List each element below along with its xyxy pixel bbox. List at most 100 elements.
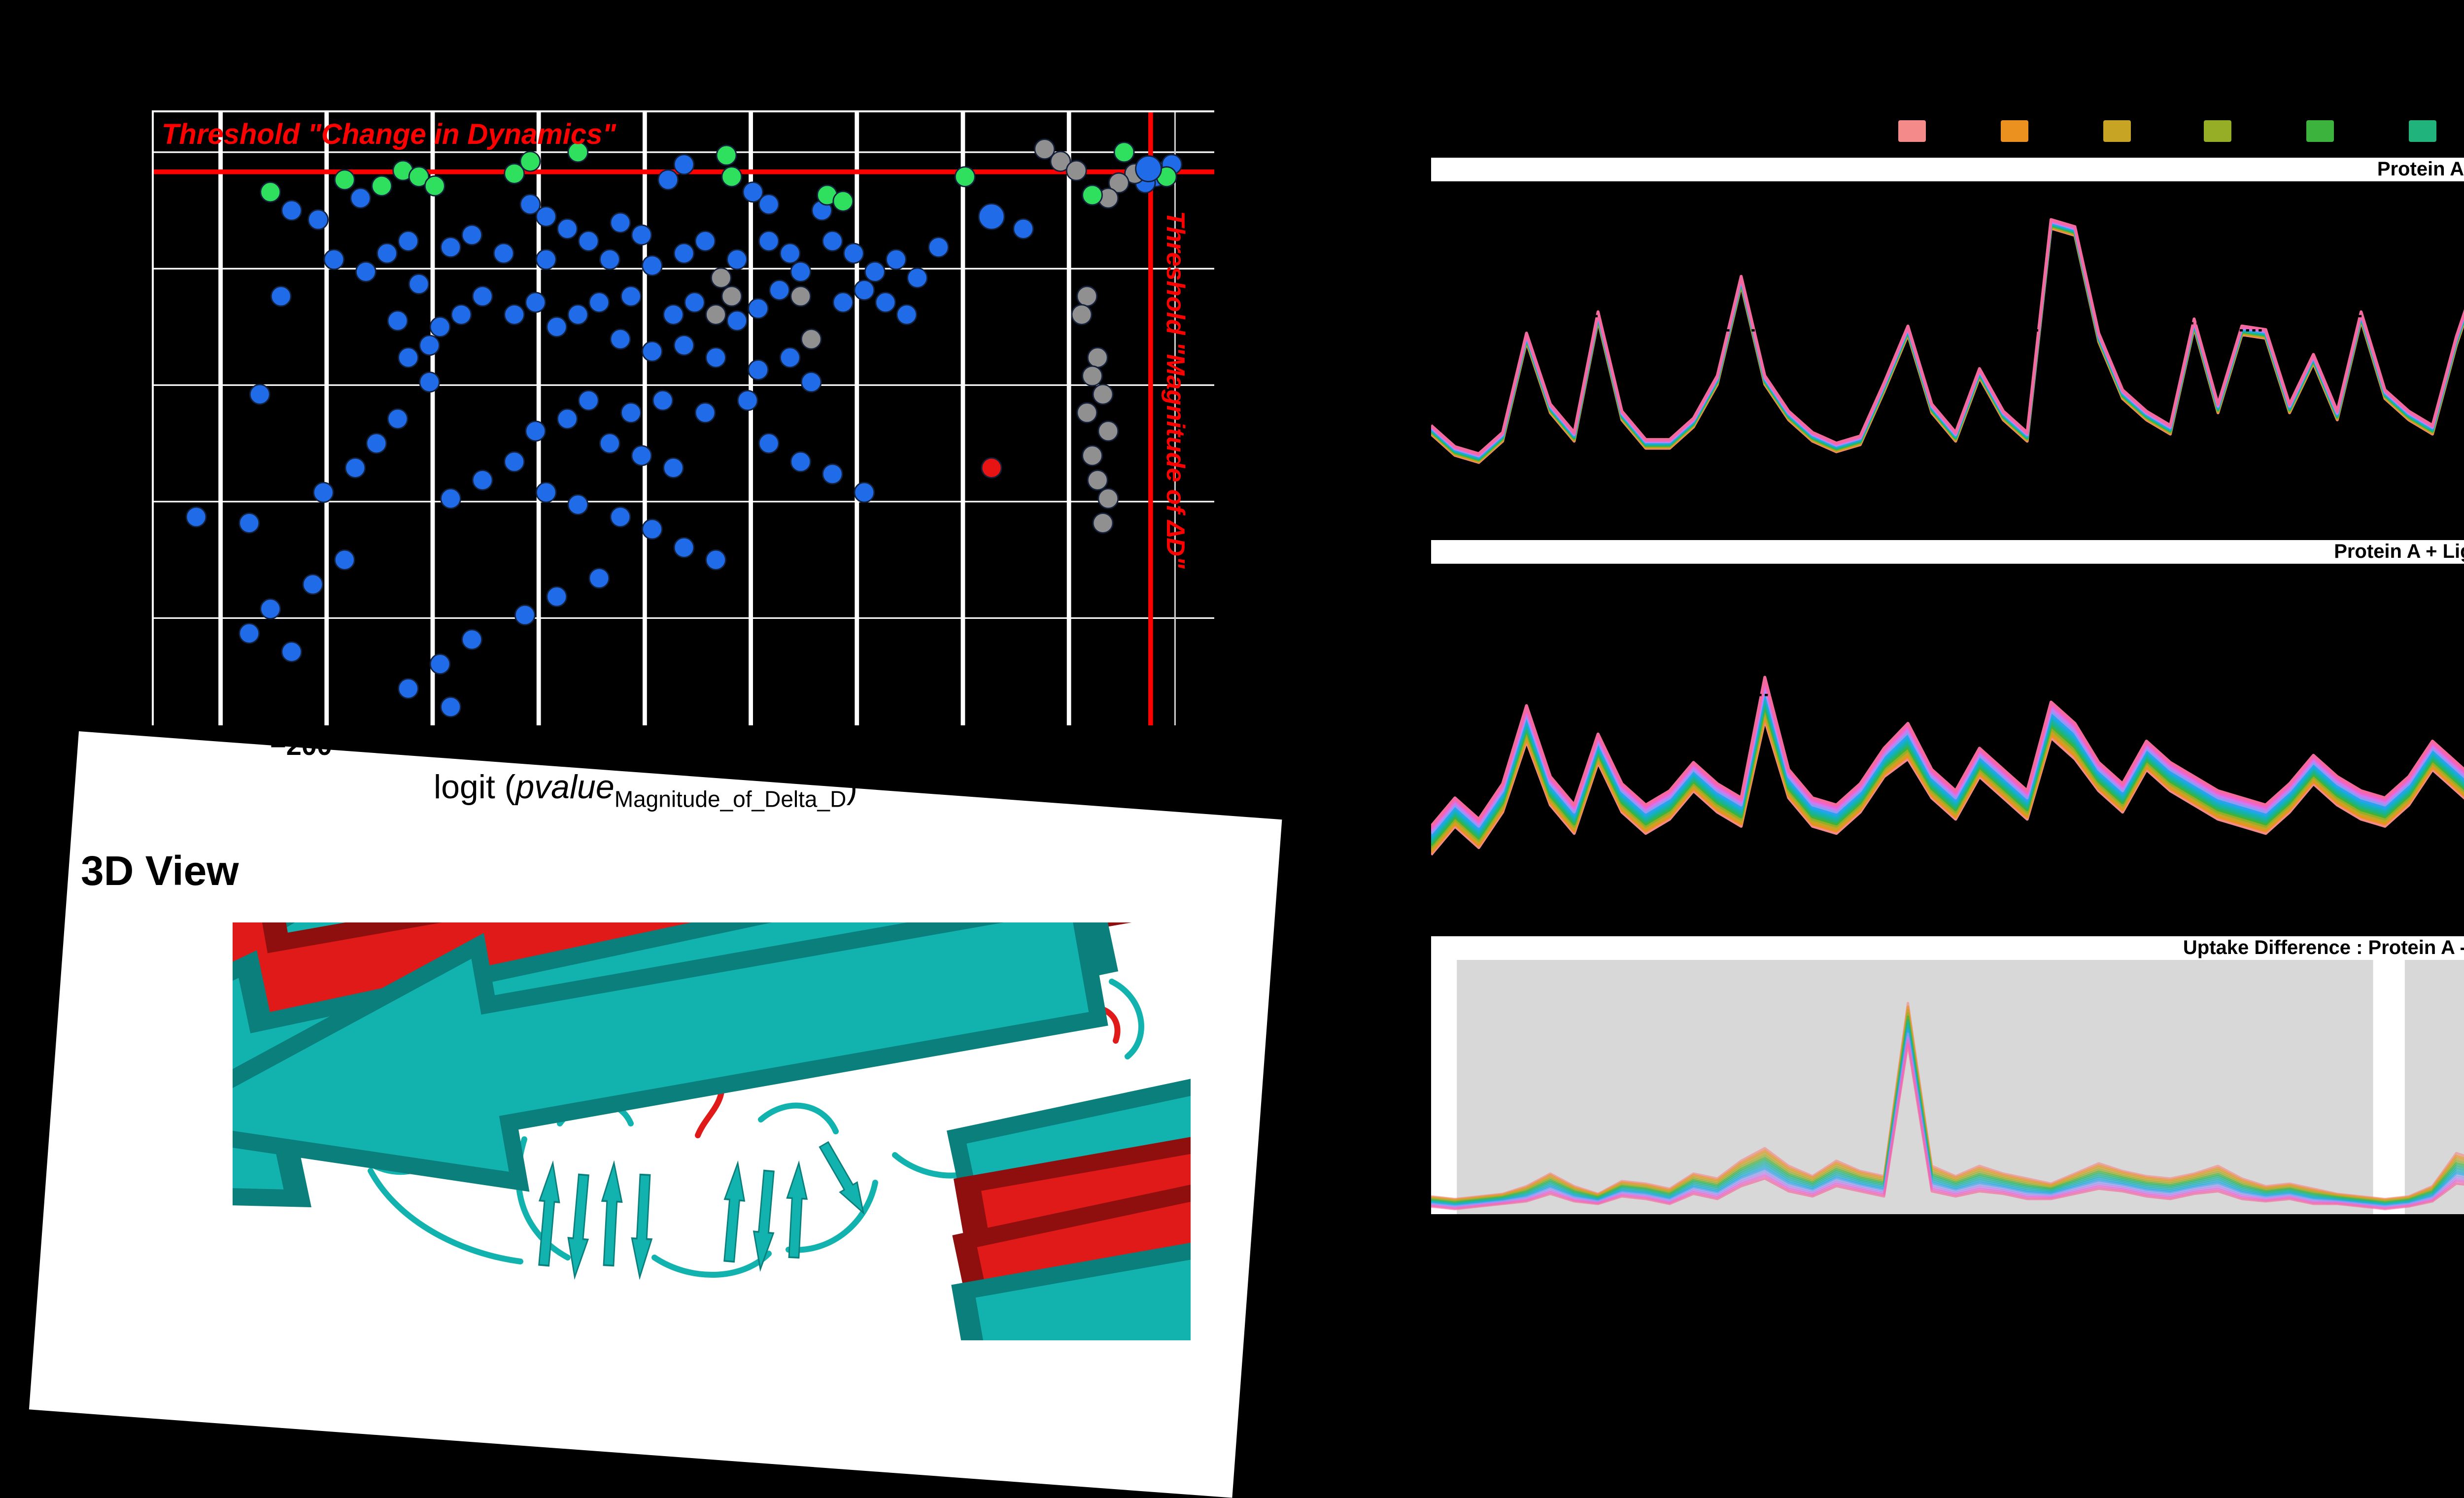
volcano-point[interactable]	[1087, 470, 1108, 491]
volcano-point[interactable]	[1034, 138, 1056, 160]
volcano-point[interactable]	[419, 335, 440, 356]
volcano-point[interactable]	[631, 224, 652, 246]
volcano-point[interactable]	[1108, 172, 1129, 194]
legend-swatch-timepoint-4[interactable]	[2204, 120, 2232, 142]
volcano-point[interactable]	[673, 242, 695, 264]
volcano-point[interactable]	[710, 267, 732, 289]
volcano-point[interactable]	[398, 347, 419, 369]
volcano-point[interactable]	[1097, 420, 1119, 442]
volcano-point[interactable]	[886, 249, 907, 270]
volcano-point[interactable]	[769, 279, 790, 301]
volcano-point[interactable]	[790, 451, 812, 473]
volcano-point[interactable]	[1076, 402, 1098, 423]
volcano-point[interactable]	[535, 206, 557, 227]
volcano-point[interactable]	[875, 292, 896, 313]
volcano-point[interactable]	[588, 568, 610, 589]
volcano-point[interactable]	[312, 481, 334, 503]
volcano-point[interactable]	[694, 402, 716, 423]
volcano-point[interactable]	[800, 328, 822, 350]
volcano-point[interactable]	[981, 457, 1002, 478]
volcano-point[interactable]	[790, 261, 812, 282]
volcano-point[interactable]	[1065, 160, 1087, 181]
volcano-point[interactable]	[684, 292, 705, 313]
volcano-point[interactable]	[832, 292, 854, 313]
volcano-point[interactable]	[546, 586, 568, 608]
volcano-point[interactable]	[429, 653, 451, 675]
volcano-point[interactable]	[535, 249, 557, 270]
uptake-series-line[interactable]	[1431, 1042, 2464, 1211]
volcano-point[interactable]	[1113, 141, 1135, 163]
volcano-point[interactable]	[270, 285, 292, 307]
volcano-point[interactable]	[408, 166, 430, 188]
volcano-point[interactable]	[519, 151, 541, 172]
volcano-point[interactable]	[854, 279, 875, 301]
volcano-point[interactable]	[450, 304, 472, 325]
volcano-point[interactable]	[535, 481, 557, 503]
volcano-point[interactable]	[610, 506, 631, 528]
volcano-point[interactable]	[366, 433, 387, 454]
volcano-point[interactable]	[525, 420, 547, 442]
legend-swatch-timepoint-1[interactable]	[1898, 120, 1926, 142]
volcano-point[interactable]	[323, 249, 345, 270]
volcano-point[interactable]	[620, 402, 642, 423]
protein-ribbon-3d-view[interactable]	[233, 922, 1191, 1340]
volcano-point[interactable]	[567, 141, 589, 163]
volcano-point[interactable]	[578, 390, 599, 411]
volcano-point[interactable]	[642, 340, 663, 362]
volcano-point[interactable]	[260, 181, 281, 203]
volcano-point[interactable]	[721, 285, 743, 307]
volcano-point[interactable]	[514, 604, 536, 626]
volcano-point[interactable]	[387, 310, 409, 332]
volcano-point[interactable]	[673, 154, 695, 175]
uptake-series-line[interactable]	[1431, 185, 2464, 455]
volcano-point[interactable]	[556, 218, 578, 239]
volcano-point[interactable]	[1092, 512, 1114, 534]
uptake-series-line[interactable]	[1431, 202, 2464, 461]
volcano-point[interactable]	[642, 255, 663, 276]
volcano-point[interactable]	[748, 359, 769, 380]
volcano-point[interactable]	[610, 328, 631, 350]
volcano-point[interactable]	[652, 390, 674, 411]
volcano-point[interactable]	[821, 230, 843, 252]
uptake-series-line[interactable]	[1431, 564, 2464, 827]
volcano-point[interactable]	[907, 267, 928, 289]
volcano-point[interactable]	[779, 242, 801, 264]
volcano-point[interactable]	[821, 463, 843, 485]
volcano-point[interactable]	[398, 230, 419, 252]
volcano-point[interactable]	[657, 169, 679, 191]
volcano-point[interactable]	[578, 230, 599, 252]
uptake-series-line[interactable]	[1431, 192, 2464, 458]
volcano-point[interactable]	[588, 292, 610, 313]
volcano-point[interactable]	[928, 237, 949, 258]
volcano-point[interactable]	[472, 285, 493, 307]
uptake-chart-protein-a-svg[interactable]	[1431, 181, 2464, 536]
volcano-point[interactable]	[716, 144, 737, 166]
volcano-point[interactable]	[493, 242, 514, 264]
volcano-point[interactable]	[567, 304, 589, 325]
volcano-point[interactable]	[1097, 488, 1119, 510]
uptake-chart-protein-a-ligand-svg[interactable]	[1431, 564, 2464, 919]
volcano-point[interactable]	[726, 310, 748, 332]
volcano-point[interactable]	[1087, 347, 1108, 369]
volcano-point[interactable]	[642, 518, 663, 540]
volcano-point[interactable]	[440, 488, 461, 510]
volcano-point[interactable]	[694, 230, 716, 252]
uptake-chart-protein-a-ligand[interactable]	[1431, 564, 2464, 919]
volcano-point[interactable]	[308, 209, 329, 231]
volcano-point[interactable]	[546, 316, 568, 338]
volcano-point[interactable]	[260, 598, 281, 620]
volcano-point[interactable]	[663, 457, 684, 478]
volcano-point[interactable]	[239, 512, 260, 534]
volcano-point[interactable]	[408, 273, 430, 295]
uptake-difference-chart[interactable]	[1431, 960, 2464, 1214]
volcano-point[interactable]	[896, 304, 918, 325]
volcano-point[interactable]	[843, 242, 864, 264]
volcano-point[interactable]	[1071, 304, 1093, 325]
volcano-point[interactable]	[1050, 151, 1071, 172]
volcano-point[interactable]	[387, 408, 409, 430]
volcano-point[interactable]	[726, 249, 748, 270]
volcano-point[interactable]	[504, 451, 525, 473]
volcano-point[interactable]	[705, 347, 726, 369]
volcano-point[interactable]	[350, 187, 372, 209]
volcano-point[interactable]	[1082, 184, 1103, 206]
